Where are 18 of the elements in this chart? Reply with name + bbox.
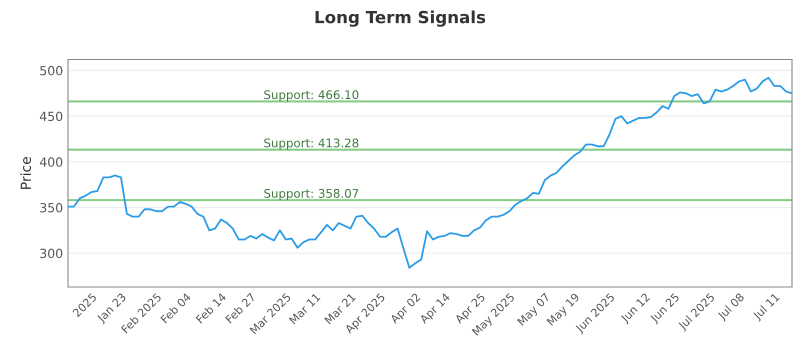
y-axis-title: Price [20, 157, 32, 189]
x-tick-label: Feb 27 [224, 292, 256, 324]
y-tick-label: 350 [40, 202, 62, 212]
x-tick-label: Jul 08 [716, 292, 746, 322]
ref-line-label: Support: 466.10 [264, 90, 358, 102]
ref-line-label: Support: 413.28 [264, 138, 358, 150]
x-tick-label: Mar 11 [288, 292, 321, 324]
y-tick-label: 500 [40, 66, 62, 76]
x-tick-label: Jan 23 [96, 292, 128, 324]
y-tick-label: 450 [40, 112, 62, 122]
x-tick-label: Jul 11 [752, 292, 782, 322]
y-tick-label: 300 [40, 248, 62, 258]
ref-line-label: Support: 358.07 [264, 188, 358, 200]
x-tick-label: Feb 04 [160, 292, 192, 324]
x-tick-label: Jun 12 [620, 292, 652, 325]
y-tick-label: 400 [40, 157, 62, 167]
line-series [68, 76, 792, 269]
chart-title: Long Term Signals [316, 10, 486, 27]
